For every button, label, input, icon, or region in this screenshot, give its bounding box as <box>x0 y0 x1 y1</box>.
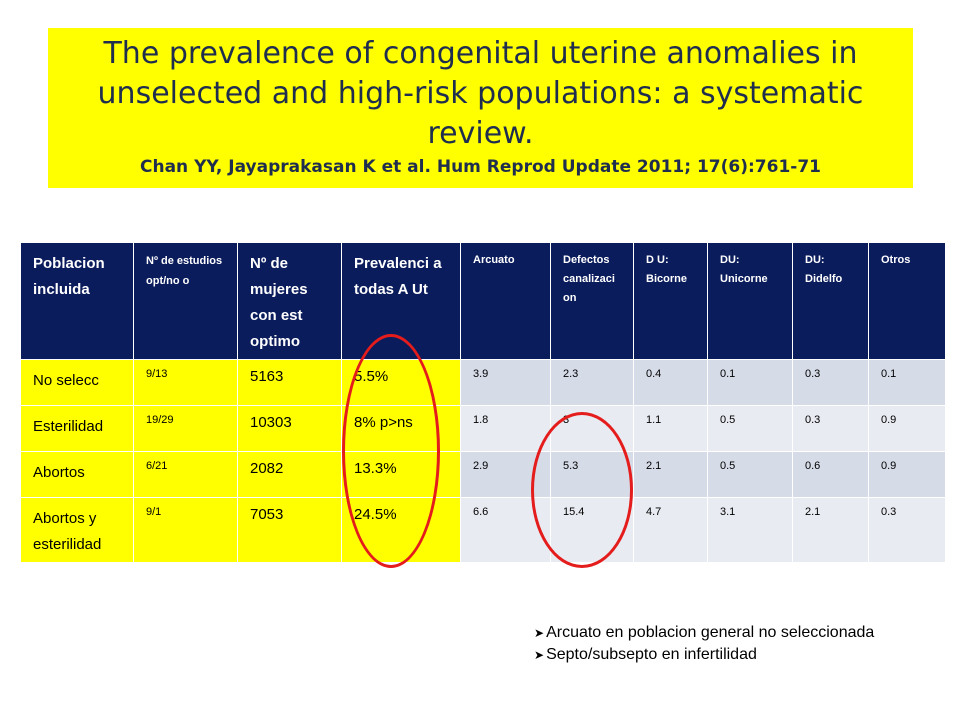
table-cell: 0.3 <box>792 359 869 406</box>
header-cell: D U: Bicorne <box>633 242 708 360</box>
table-cell: 7053 <box>237 497 342 563</box>
table-cell: Esterilidad <box>20 405 134 452</box>
table-cell: 15.4 <box>550 497 634 563</box>
table-cell: Abortos <box>20 451 134 498</box>
table-cell: 3.1 <box>707 497 793 563</box>
table-cell: 0.5 <box>707 405 793 452</box>
table-cell: 10303 <box>237 405 342 452</box>
table-cell: 24.5% <box>341 497 461 563</box>
table-cell: 5.5% <box>341 359 461 406</box>
list-item: ➤ Arcuato en poblacion general no selecc… <box>534 622 874 644</box>
table-cell: 6.6 <box>460 497 551 563</box>
header-cell: Poblacion incluida <box>20 242 134 360</box>
header-cell: Defectos canalizaci on <box>550 242 634 360</box>
table-cell: 3 <box>550 405 634 452</box>
table-cell: 0.1 <box>707 359 793 406</box>
arrow-bullet-icon: ➤ <box>534 626 545 640</box>
list-item: ➤ Septo/subsepto en infertilidad <box>534 644 874 666</box>
table-cell: 0.6 <box>792 451 869 498</box>
table-cell: 1.1 <box>633 405 708 452</box>
notes-list: ➤ Arcuato en poblacion general no selecc… <box>534 622 874 666</box>
table-row: Abortos 6/21 2082 13.3% 2.9 5.3 2.1 0.5 … <box>20 451 946 498</box>
table-cell: 0.5 <box>707 451 793 498</box>
table-cell: 13.3% <box>341 451 461 498</box>
table-cell: 2.1 <box>633 451 708 498</box>
table-cell: No selecc <box>20 359 134 406</box>
table-cell: 2.1 <box>792 497 869 563</box>
table-cell: 4.7 <box>633 497 708 563</box>
header-cell: Otros <box>868 242 946 360</box>
table-cell: 0.3 <box>868 497 946 563</box>
header-cell: DU: Didelfo <box>792 242 869 360</box>
table-cell: 9/1 <box>133 497 238 563</box>
note-text: Arcuato en poblacion general no seleccio… <box>546 624 875 641</box>
table-cell: 0.3 <box>792 405 869 452</box>
table-cell: 0.9 <box>868 451 946 498</box>
table-cell: 2082 <box>237 451 342 498</box>
note-text: Septo/subsepto en infertilidad <box>546 646 757 663</box>
header-cell: DU: Unicorne <box>707 242 793 360</box>
table-cell: 6/21 <box>133 451 238 498</box>
header-cell: Nº de mujeres con est optimo <box>237 242 342 360</box>
table-cell: 2.3 <box>550 359 634 406</box>
table-cell: 1.8 <box>460 405 551 452</box>
citation: Chan YY, Jayaprakasan K et al. Hum Repro… <box>140 157 821 177</box>
slide-title: The prevalence of congenital uterine ano… <box>97 36 864 151</box>
table-cell: 5.3 <box>550 451 634 498</box>
table-cell: 0.1 <box>868 359 946 406</box>
table-cell: 8% p>ns <box>341 405 461 452</box>
table-cell: 19/29 <box>133 405 238 452</box>
table-row: Esterilidad 19/29 10303 8% p>ns 1.8 3 1.… <box>20 405 946 452</box>
table-header-row: Poblacion incluida Nº de estudios opt/no… <box>20 242 946 360</box>
table-cell: 0.4 <box>633 359 708 406</box>
table-cell: 2.9 <box>460 451 551 498</box>
table-row: No selecc 9/13 5163 5.5% 3.9 2.3 0.4 0.1… <box>20 359 946 406</box>
header-cell: Arcuato <box>460 242 551 360</box>
table-cell: 9/13 <box>133 359 238 406</box>
table-cell: 5163 <box>237 359 342 406</box>
table-cell: Abortos y esterilidad <box>20 497 134 563</box>
table-cell: 3.9 <box>460 359 551 406</box>
table-cell: 0.9 <box>868 405 946 452</box>
header-cell: Prevalenci a todas A Ut <box>341 242 461 360</box>
arrow-bullet-icon: ➤ <box>534 648 545 662</box>
header-cell: Nº de estudios opt/no o <box>133 242 238 360</box>
table-row: Abortos y esterilidad 9/1 7053 24.5% 6.6… <box>20 497 946 563</box>
prevalence-table: Poblacion incluida Nº de estudios opt/no… <box>20 242 946 563</box>
title-banner: The prevalence of congenital uterine ano… <box>48 28 913 188</box>
